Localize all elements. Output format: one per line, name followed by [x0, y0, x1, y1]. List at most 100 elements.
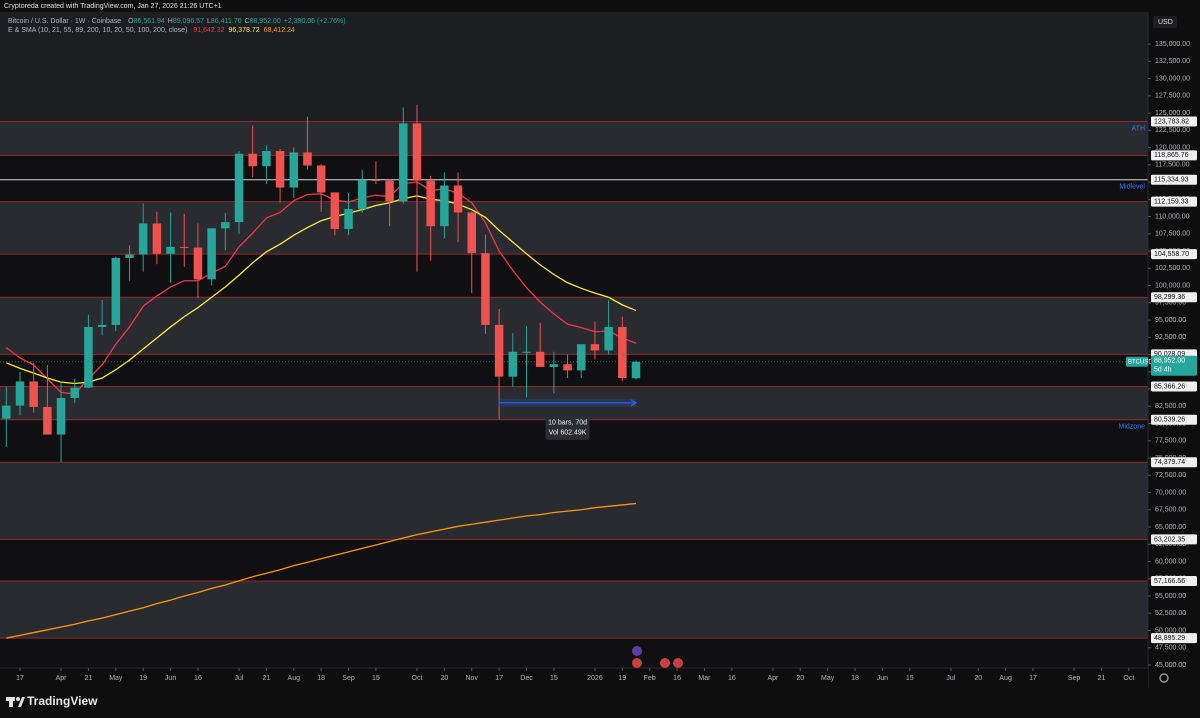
measure-arrowhead — [630, 399, 638, 407]
level-label-box — [1151, 292, 1197, 303]
y-tick-label: 47,500.00 — [1155, 645, 1186, 652]
x-tick-label: 21 — [1098, 675, 1106, 682]
x-tick-label: 19 — [618, 675, 626, 682]
x-tick-label: 15 — [550, 675, 558, 682]
countdown: 5d 4h — [1154, 367, 1172, 374]
y-tick-label: 125,000.00 — [1155, 110, 1190, 117]
y-tick-label: 65,000.00 — [1155, 524, 1186, 531]
level-label-box — [1151, 633, 1197, 644]
zone — [0, 581, 1148, 639]
y-tick-label: 62,500.00 — [1155, 541, 1186, 548]
candle-body — [549, 364, 559, 367]
level-label: 115,334.93 — [1154, 177, 1189, 184]
measure-tooltip — [545, 415, 590, 440]
level-label: 63,202.35 — [1154, 536, 1185, 543]
level-label: 98,299.36 — [1154, 294, 1185, 301]
symbol-legend: Bitcoin / U.S. Dollar · 1W · Coinbase O8… — [8, 18, 346, 25]
level-label-box — [1151, 150, 1197, 161]
candle-body — [29, 381, 38, 407]
candle-body — [275, 151, 285, 188]
candle-body — [262, 151, 271, 167]
x-tick-label: Jun — [165, 675, 176, 682]
y-tick-label: 130,000.00 — [1155, 75, 1190, 82]
x-tick-label: 15 — [906, 675, 914, 682]
zone — [0, 121, 1148, 156]
x-tick-label: Aug — [288, 675, 301, 682]
x-tick-label: 21 — [262, 675, 270, 682]
y-tick-label: 122,500.00 — [1155, 127, 1190, 134]
x-tick-label: 18 — [851, 675, 859, 682]
level-label: 123,783.82 — [1154, 118, 1189, 125]
x-tick-label: 15 — [372, 675, 380, 682]
level-label-box — [1151, 576, 1197, 587]
credit: Cryptoreda created with TradingView.com,… — [4, 3, 222, 10]
symbol-tag: BTCUSD — [1128, 359, 1153, 365]
price-tag-box — [1151, 355, 1197, 376]
event-icons — [632, 646, 683, 668]
level-label-box — [1151, 174, 1197, 185]
ohlc-key: L — [207, 18, 211, 25]
upper-zone — [0, 12, 1148, 122]
x-tick-label: 16 — [673, 675, 681, 682]
x-tick-label: Oct — [412, 675, 423, 682]
candle-body — [618, 326, 627, 378]
x-tick-label: 18 — [317, 675, 325, 682]
candle-body — [426, 180, 435, 227]
x-tick-label: 17 — [16, 675, 24, 682]
brand-logo — [6, 697, 25, 707]
level-label-box — [1151, 457, 1197, 468]
settings-gear[interactable] — [1159, 673, 1169, 683]
ma-value: 68,412.24 — [264, 27, 295, 34]
candle-body — [138, 223, 148, 255]
x-tick-label: Jul — [235, 675, 244, 682]
zone — [0, 201, 1148, 255]
logo-part — [18, 697, 25, 707]
y-tick-label: 77,500.00 — [1155, 438, 1186, 445]
y-tick-label: 97,500.00 — [1155, 300, 1186, 307]
level-label-box — [1151, 414, 1197, 425]
x-tick-label: May — [821, 675, 835, 682]
y-tick-label: 127,500.00 — [1155, 93, 1190, 100]
candle-body — [84, 326, 93, 388]
x-tick-label: Nov — [466, 675, 479, 682]
x-tick-label: Jun — [877, 675, 888, 682]
candle-body — [207, 228, 216, 280]
x-tick-label: Jul — [946, 675, 955, 682]
level-label: 57,166.56 — [1154, 578, 1185, 585]
candle-body — [2, 405, 11, 419]
symbol-title: Bitcoin / U.S. Dollar · 1W · Coinbase — [8, 18, 121, 25]
x-tick-label: 17 — [1029, 675, 1037, 682]
candle-body — [481, 253, 490, 325]
ohlc-key: O — [128, 18, 134, 25]
ma-value: 91,642.32 — [193, 27, 224, 34]
candle-body — [344, 208, 353, 229]
level-label-box — [1151, 534, 1197, 545]
candle-body — [289, 152, 299, 188]
candle-body — [56, 398, 66, 435]
level-note: Midzone — [1119, 424, 1146, 431]
y-tick-label: 60,000.00 — [1155, 558, 1186, 565]
candle-body — [248, 153, 257, 167]
x-tick-label: Feb — [644, 675, 656, 682]
candle-body — [357, 179, 367, 209]
candle-body — [535, 351, 545, 367]
ohlc-value: 86,561.94 — [134, 18, 165, 25]
y-tick-label: 95,000.00 — [1155, 317, 1186, 324]
candle-body — [125, 254, 134, 258]
candle-body — [221, 222, 230, 229]
credit-bar — [0, 0, 1200, 12]
level-label: 85,366.26 — [1154, 383, 1185, 390]
ohlc-value: 88,952.00 — [250, 18, 281, 25]
event-icon — [632, 658, 642, 668]
ohlc-key: C — [245, 18, 250, 25]
candle-body — [15, 381, 25, 406]
footer — [0, 688, 1200, 718]
settings-icon[interactable] — [1159, 673, 1169, 683]
x-tick-label: 16 — [728, 675, 736, 682]
x-tick-label: 17 — [495, 675, 503, 682]
y-tick-label: 55,000.00 — [1155, 593, 1186, 600]
y-tick-label: 135,000.00 — [1155, 41, 1190, 48]
level-label: 80,539.26 — [1154, 417, 1185, 424]
